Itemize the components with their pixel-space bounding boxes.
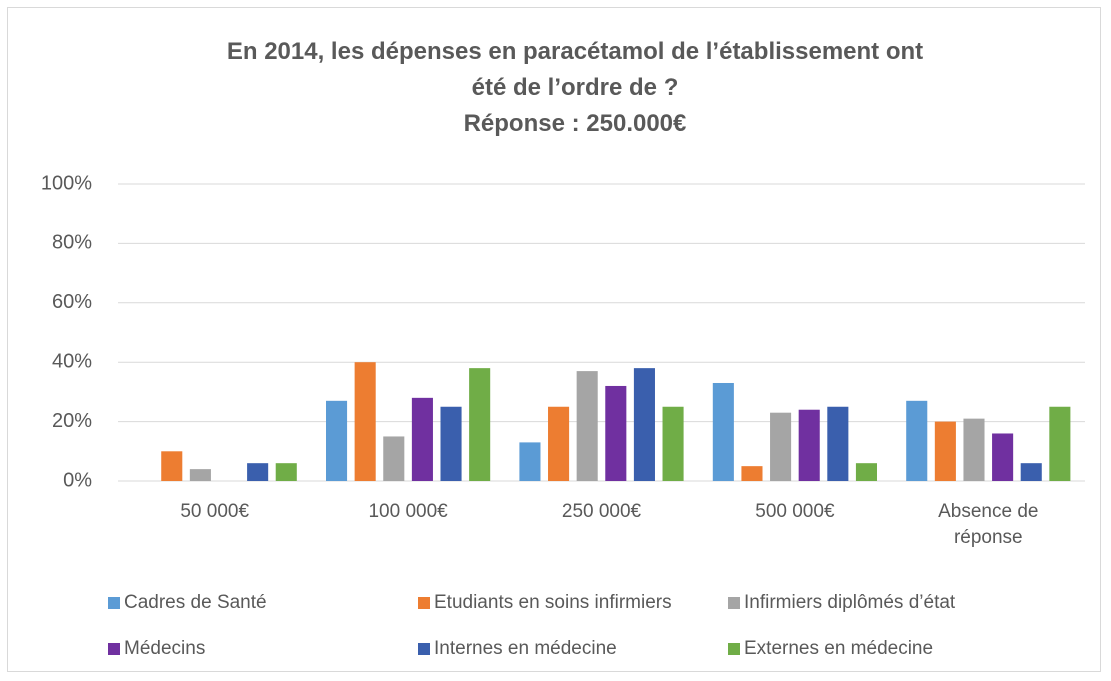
legend-label: Infirmiers diplômés d’état	[744, 592, 956, 613]
bar	[1020, 463, 1042, 481]
legend-swatch	[728, 643, 740, 655]
bar	[798, 409, 820, 481]
chart-frame	[7, 7, 1101, 672]
bar	[469, 368, 491, 481]
legend-label: Etudiants en soins infirmiers	[434, 592, 672, 613]
bar	[963, 418, 985, 481]
legend-entry: Médecins	[108, 638, 205, 660]
bar	[275, 463, 297, 481]
y-tick-label: 40%	[52, 350, 92, 372]
bar	[633, 368, 655, 481]
bar	[712, 382, 734, 481]
y-tick-label: 0%	[63, 469, 92, 491]
bar	[383, 436, 405, 481]
chart-subtitle: Réponse : 250.000€	[463, 110, 687, 137]
x-tick-label: 500 000€	[755, 501, 835, 522]
legend-entry: Etudiants en soins infirmiers	[418, 592, 672, 614]
legend-label: Internes en médecine	[434, 638, 617, 659]
y-tick-label: 20%	[52, 410, 92, 432]
x-tick-label: 250 000€	[561, 501, 642, 522]
bar	[934, 421, 956, 481]
bar	[189, 469, 211, 481]
bar	[576, 371, 598, 481]
bar	[354, 362, 376, 481]
bar	[1049, 406, 1071, 481]
x-tick-label: 50 000€	[180, 501, 250, 522]
bar	[247, 463, 269, 481]
bar	[411, 397, 433, 481]
legend-entry: Infirmiers diplômés d’état	[728, 592, 955, 614]
legend-swatch	[108, 643, 120, 655]
bar	[827, 406, 849, 481]
bar	[548, 406, 570, 481]
x-tick-label: Absence de réponse	[938, 501, 1039, 548]
legend-entry: Cadres de Santé	[108, 592, 267, 614]
y-tick-label: 60%	[52, 291, 92, 313]
x-tick-label: 100 000€	[368, 501, 448, 522]
bar	[662, 406, 684, 481]
bar	[992, 433, 1014, 481]
bar	[855, 463, 877, 481]
bar	[440, 406, 462, 481]
bar	[161, 451, 183, 481]
legend-swatch	[108, 597, 120, 609]
legend-entry: Internes en médecine	[418, 638, 617, 660]
chart-title: En 2014, les dépenses en paracétamol de …	[226, 38, 924, 101]
legend-swatch	[418, 597, 430, 609]
bar	[519, 442, 541, 481]
legend-swatch	[728, 597, 740, 609]
bar	[326, 400, 348, 481]
legend-entry: Externes en médecine	[728, 638, 933, 660]
legend-swatch	[418, 643, 430, 655]
bar	[770, 412, 792, 481]
legend-label: Externes en médecine	[744, 638, 934, 659]
legend-label: Cadres de Santé	[124, 592, 267, 613]
bar	[741, 466, 763, 481]
bar	[906, 400, 928, 481]
y-tick-label: 100%	[41, 172, 92, 194]
bar	[605, 385, 627, 481]
y-tick-label: 80%	[52, 232, 92, 254]
legend-label: Médecins	[124, 638, 206, 659]
